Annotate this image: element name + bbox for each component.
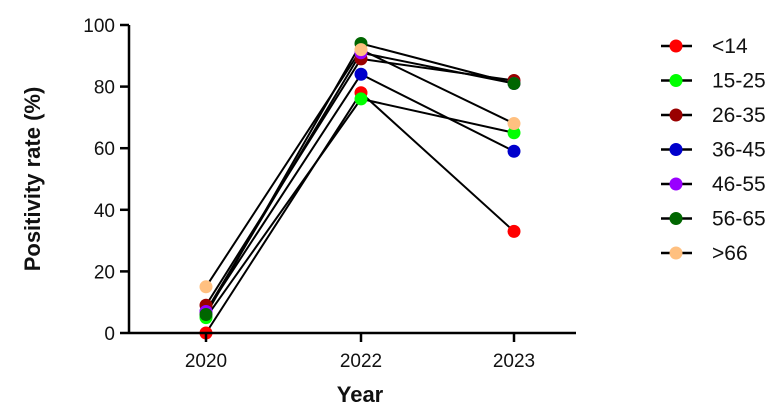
y-tick-label: 60 xyxy=(94,139,115,160)
legend-label: 15-25 xyxy=(712,70,766,93)
legend-marker xyxy=(669,246,683,260)
y-axis-title: Positivity rate (%) xyxy=(20,87,45,272)
data-point xyxy=(507,77,521,91)
data-point xyxy=(507,224,521,238)
x-tick-label: 2023 xyxy=(493,351,535,372)
x-tick-label: 2020 xyxy=(185,351,227,372)
legend-marker xyxy=(669,108,683,122)
y-tick-label: 100 xyxy=(83,16,115,37)
data-point xyxy=(199,308,213,322)
series-line xyxy=(205,42,515,316)
series-line xyxy=(205,72,515,312)
legend-marker xyxy=(669,143,683,156)
legend-label: 56-65 xyxy=(712,208,766,231)
legend-marker xyxy=(669,39,683,53)
y-tick-label: 20 xyxy=(94,262,115,283)
axes xyxy=(127,25,576,335)
y-tick-label: 40 xyxy=(94,201,115,222)
series-points xyxy=(199,36,521,340)
legend-label: 46-55 xyxy=(712,173,766,196)
legend-label: >66 xyxy=(712,242,748,265)
legend-marker xyxy=(669,212,683,225)
y-tick-label: 80 xyxy=(94,78,115,99)
data-point xyxy=(507,117,521,131)
legend-label: 36-45 xyxy=(712,139,766,162)
data-point xyxy=(354,67,368,81)
x-tick-label: 2022 xyxy=(340,351,382,372)
legend: <14 15-25 26-35 36-45 46-55 56-65 >66 xyxy=(661,35,766,265)
legend-label: 26-35 xyxy=(712,104,766,127)
legend-marker xyxy=(669,177,683,191)
series-line xyxy=(205,97,515,319)
legend-marker xyxy=(669,74,683,87)
data-point xyxy=(199,280,213,294)
x-axis-title: Year xyxy=(337,382,384,407)
data-point xyxy=(354,92,368,106)
y-tick-label: 0 xyxy=(104,324,115,345)
data-point xyxy=(507,144,521,158)
legend-label: <14 xyxy=(712,35,748,58)
data-point xyxy=(354,43,368,57)
data-point xyxy=(507,126,521,140)
x-ticks: 2020 2022 2023 xyxy=(185,333,535,372)
y-ticks: 0 20 40 60 80 100 xyxy=(83,16,129,345)
